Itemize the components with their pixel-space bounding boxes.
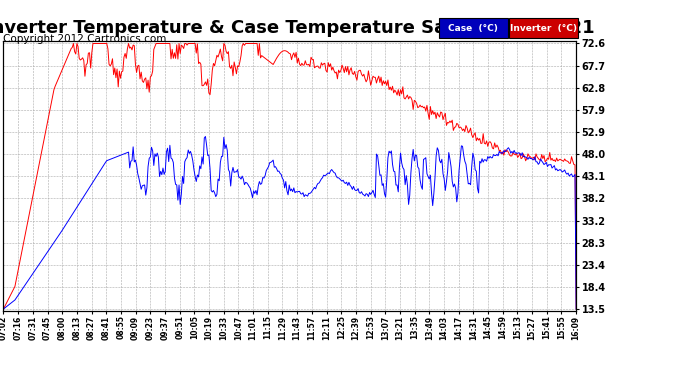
Text: Inverter Temperature & Case Temperature Sat Nov 24 16:21: Inverter Temperature & Case Temperature …: [0, 19, 595, 37]
Text: Copyright 2012 Cartronics.com: Copyright 2012 Cartronics.com: [3, 34, 167, 44]
Text: Inverter  (°C): Inverter (°C): [510, 24, 578, 33]
Text: Case  (°C): Case (°C): [448, 24, 498, 33]
